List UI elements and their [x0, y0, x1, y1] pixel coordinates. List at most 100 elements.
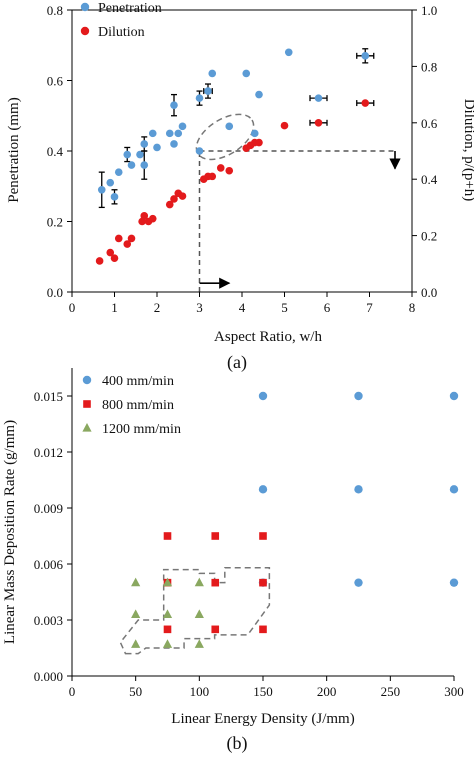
dilution-point: [314, 119, 323, 127]
penetration-point: [195, 94, 204, 102]
penetration-point: [242, 69, 251, 78]
a-y-tick-label: 0.0: [47, 285, 63, 300]
dilution-point: [127, 234, 136, 243]
penetration-point: [250, 129, 259, 138]
triangle-point: [131, 609, 141, 618]
a-y2-tick-label: 0.8: [421, 59, 437, 74]
dilution-point: [208, 172, 217, 181]
b-legend-label-triangle: 1200 mm/min: [102, 422, 181, 437]
b-x-tick-label: 250: [381, 684, 401, 699]
circle-point: [354, 485, 363, 494]
b-legend-marker-triangle: [82, 423, 92, 432]
square-point: [259, 625, 267, 634]
penetration-point: [165, 129, 174, 138]
triangle-point: [194, 577, 204, 587]
circle-point: [258, 485, 268, 494]
square-point: [211, 532, 220, 540]
penetration-point: [114, 168, 123, 176]
b-legend-label-circle: 400 mm/min: [102, 374, 174, 389]
b-y-tick-label: 0.009: [34, 501, 63, 516]
b-highlight-region: [119, 566, 271, 655]
penetration-point: [140, 161, 149, 169]
panel-a: 0 1 2 3 4 5 6 7 8 0.0 0.2 0.4 0.6 0.8 0.0 0.2 0.4 0.6 0.8 1…: [6, 1, 474, 373]
circle-point: [354, 391, 363, 401]
a-x-tick-label: 8: [409, 300, 416, 315]
penetration-point: [97, 185, 106, 194]
a-panel-label: (a): [227, 352, 247, 373]
dilution-point: [225, 166, 234, 175]
penetration-point: [136, 150, 144, 159]
a-legend-label-dilution: Dilution: [98, 25, 145, 40]
dilution-point: [255, 138, 263, 147]
dilution-point: [114, 234, 123, 243]
penetration-point: [174, 129, 183, 138]
circle-point: [449, 391, 459, 401]
b-legend-marker-circle: [82, 375, 92, 385]
penetration-point: [361, 52, 370, 60]
b-x-tick-label: 150: [253, 684, 273, 699]
a-legend-label-penetration: Penetration: [98, 1, 162, 16]
a-y2-tick-label: 0.4: [421, 172, 438, 187]
b-x-tick-label: 100: [190, 684, 210, 699]
b-y-tick-label: 0.006: [34, 557, 64, 572]
a-y2-tick-label: 1.0: [421, 3, 437, 18]
b-x-tick-label: 300: [444, 684, 464, 699]
panel-b: 0 50 100 150 200 250 300 0.000 0.003 0.006 0.009 0.…: [2, 368, 464, 754]
b-x-tick-label: 200: [317, 684, 337, 699]
a-y-tick-label: 0.6: [47, 74, 64, 89]
a-x-axis-label: Aspect Ratio, w/h: [214, 329, 322, 345]
a-y-axis-label: Penetration (mm): [6, 97, 22, 202]
b-legend: 400 mm/min 800 mm/min 1200 mm/min: [82, 374, 181, 437]
a-x-tick-label: 2: [154, 300, 161, 315]
a-y2-tick-label: 0.2: [421, 229, 437, 244]
triangle-point: [162, 609, 173, 618]
a-y-tick-label: 0.2: [47, 215, 63, 230]
penetration-point: [153, 143, 161, 152]
penetration-point: [314, 94, 323, 102]
triangle-point: [194, 639, 204, 648]
a-x-tick-label: 3: [196, 300, 203, 315]
a-y-tick-label: 0.8: [47, 3, 63, 18]
a-axes: 0 1 2 3 4 5 6 7 8 0.0 0.2 0.4 0.6 0.8 0.0 0.2 0.4 0.6 0.8 1…: [47, 3, 438, 315]
penetration-point: [127, 161, 136, 169]
circle-point: [449, 578, 459, 587]
a-annotations: [195, 113, 401, 292]
penetration-point: [170, 140, 178, 148]
b-legend-label-square: 800 mm/min: [102, 398, 174, 413]
a-x-tick-label: 7: [366, 300, 373, 315]
a-legend-marker-dilution: [80, 26, 90, 36]
circle-point: [258, 391, 268, 401]
dilution-point: [178, 192, 187, 200]
b-y-tick-label: 0.012: [34, 445, 63, 460]
dilution-point: [165, 200, 174, 209]
a-y-tick-label: 0.4: [47, 144, 64, 159]
a-highlight-ellipse: [195, 113, 255, 161]
a-x-tick-label: 5: [281, 300, 288, 315]
triangle-point: [162, 577, 173, 587]
b-panel-label: (b): [227, 733, 248, 754]
dilution-point: [95, 257, 104, 265]
dilution-point: [106, 248, 115, 257]
square-point: [259, 532, 267, 540]
b-y-tick-label: 0.003: [34, 613, 63, 628]
dilution-point: [170, 195, 178, 203]
dilution-point: [280, 121, 289, 130]
b-y-tick-label: 0.015: [34, 389, 63, 404]
dilution-point: [140, 212, 149, 220]
dilution-point: [148, 214, 157, 223]
a-y2-axis-label: Dilution, p/(p+h): [461, 99, 474, 202]
triangle-point: [131, 577, 141, 587]
b-y-tick-label: 0.000: [34, 669, 63, 684]
penetration-point: [208, 69, 217, 78]
circle-point: [354, 578, 363, 587]
square-point: [211, 578, 220, 587]
penetration-point: [178, 122, 187, 131]
a-legend: Penetration Dilution: [80, 1, 162, 40]
circle-point: [449, 485, 459, 494]
penetration-point: [140, 140, 149, 148]
triangle-point: [131, 639, 141, 648]
penetration-point: [204, 87, 212, 95]
dilution-point: [361, 99, 370, 107]
a-x-tick-label: 1: [111, 300, 118, 315]
